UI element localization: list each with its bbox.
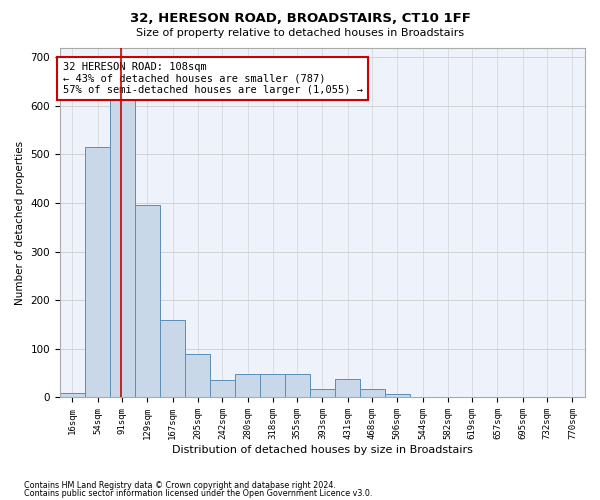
Text: 32, HERESON ROAD, BROADSTAIRS, CT10 1FF: 32, HERESON ROAD, BROADSTAIRS, CT10 1FF [130,12,470,26]
Bar [335,379,360,398]
Text: 32 HERESON ROAD: 108sqm
← 43% of detached houses are smaller (787)
57% of semi-d: 32 HERESON ROAD: 108sqm ← 43% of detache… [62,62,362,96]
Bar [235,374,260,398]
Bar [85,147,110,398]
Bar [359,388,385,398]
Y-axis label: Number of detached properties: Number of detached properties [15,140,25,304]
Bar [185,354,211,398]
Text: Contains public sector information licensed under the Open Government Licence v3: Contains public sector information licen… [24,488,373,498]
Bar [385,394,410,398]
Bar [160,320,185,398]
Bar [210,380,235,398]
Bar [60,392,85,398]
Bar [110,91,135,398]
Bar [135,206,160,398]
Bar [310,388,335,398]
Bar [260,374,286,398]
Bar [284,374,310,398]
X-axis label: Distribution of detached houses by size in Broadstairs: Distribution of detached houses by size … [172,445,473,455]
Text: Size of property relative to detached houses in Broadstairs: Size of property relative to detached ho… [136,28,464,38]
Text: Contains HM Land Registry data © Crown copyright and database right 2024.: Contains HM Land Registry data © Crown c… [24,481,336,490]
